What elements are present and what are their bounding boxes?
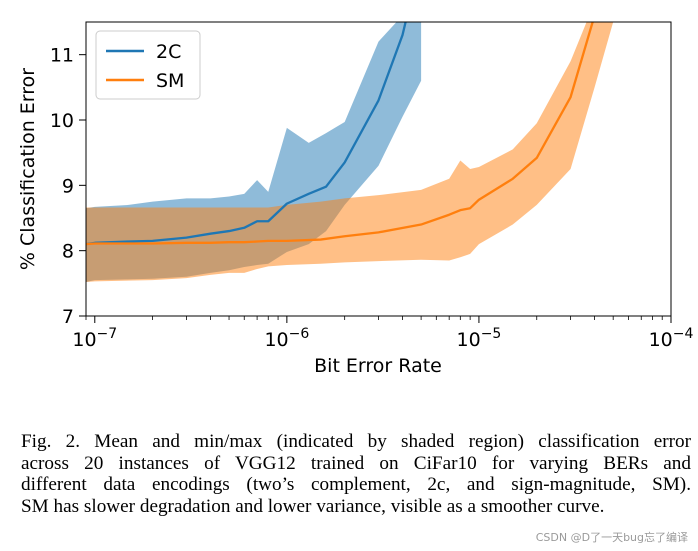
band-sm (86, 22, 614, 283)
legend-label-2c: 2C (156, 41, 181, 63)
y-tick-label: 10 (50, 110, 74, 132)
caption-line: SM has slower degradation and lower vari… (21, 495, 605, 517)
y-tick-label: 8 (62, 241, 74, 263)
x-tick-label: 10−7 (72, 326, 117, 351)
line-layer (86, 22, 594, 246)
y-tick-label: 9 (62, 175, 74, 197)
line-2c (86, 22, 407, 246)
caption-line: across 20 instances of VGG12 trained on … (21, 452, 691, 474)
figure-caption: Fig. 2. Mean and min/max (indicated by s… (21, 431, 691, 517)
y-tick-label: 11 (50, 45, 74, 67)
chart-container: 10−7 10−6 10−5 10−4 7 8 9 10 11 Bit Error Rate … (17, 21, 694, 377)
x-axis-label: Bit Error Rate (314, 355, 442, 377)
watermark: CSDN @D了一天bug忘了编译 (535, 531, 688, 544)
x-tick-label: 10−5 (457, 326, 502, 351)
x-tick-label: 10−6 (264, 326, 309, 351)
legend-box (95, 30, 201, 100)
line-sm (86, 22, 594, 246)
y-tick-label: 7 (62, 306, 74, 328)
legend-label-sm: SM (156, 70, 184, 92)
caption-line: Fig. 2. Mean and min/max (indicated by s… (21, 431, 691, 452)
y-axis-label: % Classification Error (17, 68, 39, 270)
band-layer (86, 22, 614, 283)
x-tick-label: 10−4 (649, 326, 694, 351)
caption-line: different data encodings (two’s compleme… (21, 474, 691, 495)
y-axis: 7 8 9 10 11 (50, 45, 86, 328)
x-axis: 10−7 10−6 10−5 10−4 (72, 316, 694, 351)
legend: 2C SM (95, 30, 201, 100)
